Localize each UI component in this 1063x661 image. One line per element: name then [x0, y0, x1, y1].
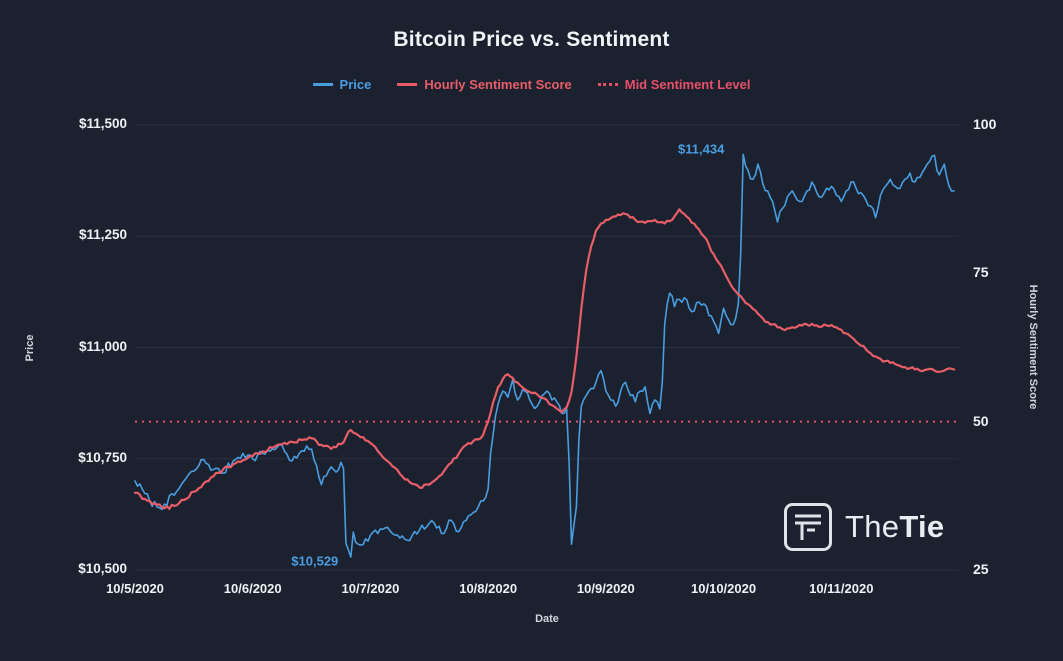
- point-annotation: $10,529: [291, 553, 339, 569]
- legend: Price Hourly Sentiment Score Mid Sentime…: [312, 77, 751, 92]
- legend-item-price[interactable]: Price: [312, 77, 372, 92]
- sentiment-tick-label: 75: [973, 264, 989, 281]
- date-tick-label: 10/11/2020: [809, 581, 874, 596]
- sentiment-tick-label: 100: [973, 116, 997, 132]
- price-tick-label: $11,500: [78, 116, 127, 131]
- price-tick-label: $11,000: [78, 338, 127, 354]
- mid-sentiment-label: Mid Sentiment Level: [624, 77, 751, 92]
- date-tick-label: 10/7/2020: [341, 581, 400, 596]
- sentiment-tick-label: 50: [973, 412, 989, 429]
- sentiment-tick-label: 25: [973, 561, 989, 577]
- date-tick-label: 10/8/2020: [459, 581, 518, 596]
- price-series-swatch: [312, 83, 333, 86]
- legend-item-sentiment[interactable]: Hourly Sentiment Score: [397, 77, 572, 92]
- date-tick-label: 10/5/2020: [106, 581, 164, 596]
- price-line: [134, 153, 955, 558]
- point-annotation: $11,434: [678, 141, 725, 157]
- thetie-logo-text: TheTie: [845, 509, 944, 545]
- sentiment-series-swatch: [397, 83, 418, 86]
- right-axis-title: Hourly Sentiment Score: [1027, 284, 1039, 410]
- date-tick-label: 10/9/2020: [576, 581, 635, 596]
- date-tick-label: 10/6/2020: [223, 581, 282, 596]
- logo-text-tie: Tie: [899, 509, 945, 544]
- sentiment-series-label: Hourly Sentiment Score: [424, 77, 572, 92]
- price-tick-label: $11,250: [78, 227, 127, 243]
- mid-sentiment-swatch: [597, 83, 618, 86]
- logo-text-the: The: [845, 509, 900, 544]
- price-series-label: Price: [339, 77, 372, 92]
- date-tick-label: 10/10/2020: [691, 581, 757, 596]
- legend-item-mid-sentiment[interactable]: Mid Sentiment Level: [597, 77, 751, 92]
- chart-title: Bitcoin Price vs. Sentiment: [393, 28, 670, 51]
- thetie-logo-icon: [784, 503, 832, 551]
- price-tick-label: $10,750: [78, 449, 127, 465]
- price-tick-label: $10,500: [78, 561, 127, 576]
- sentiment-line: [133, 208, 956, 510]
- thetie-logo: TheTie: [783, 502, 944, 552]
- x-axis-title: Date: [535, 613, 559, 625]
